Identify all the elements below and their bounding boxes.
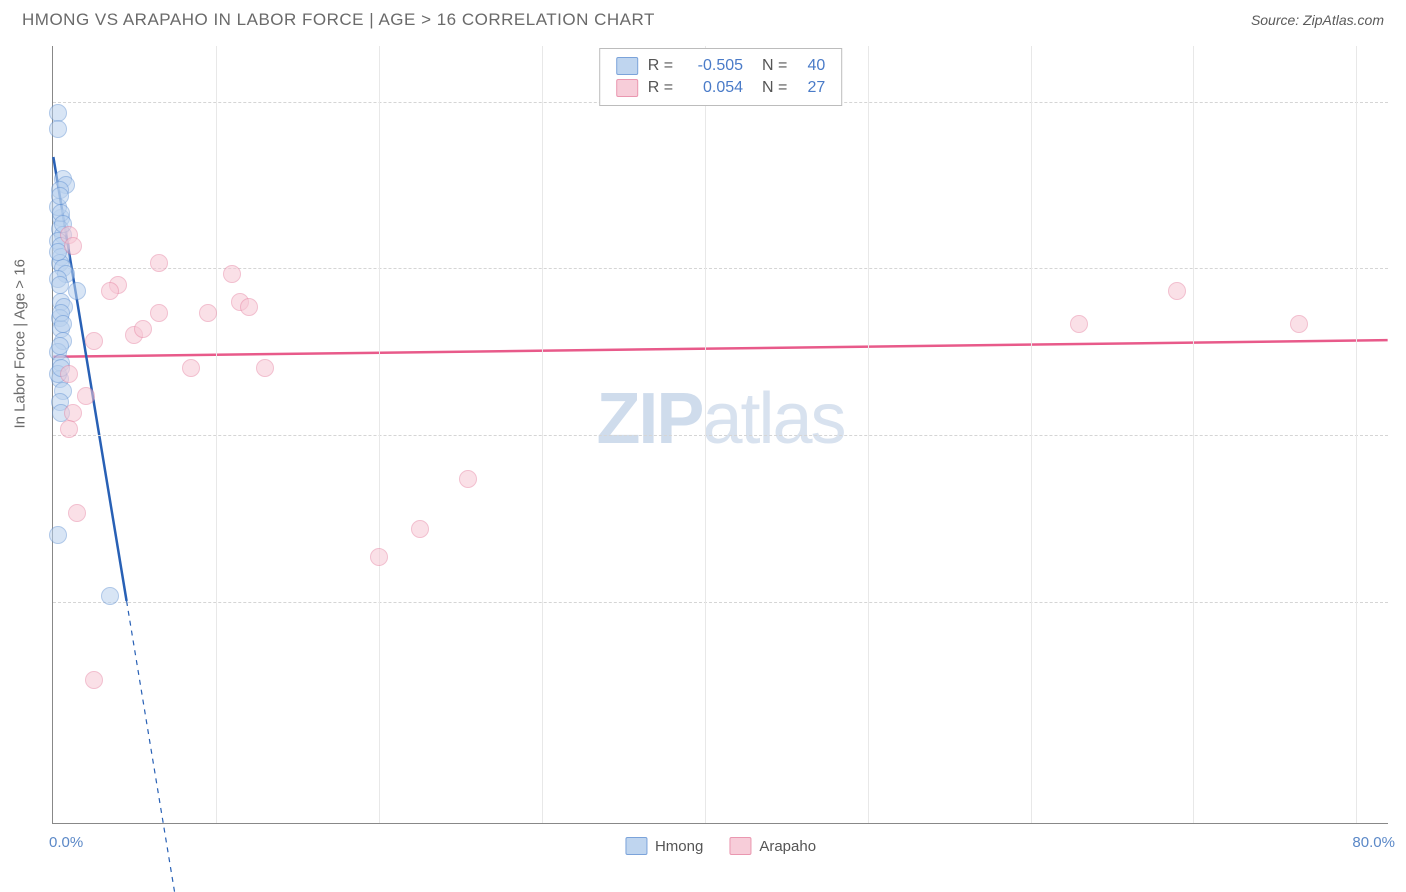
scatter-point-hmong — [49, 104, 67, 122]
swatch-hmong-icon — [625, 837, 647, 855]
gridline-v — [1031, 46, 1032, 823]
scatter-point-arapaho — [68, 504, 86, 522]
gridline-h — [53, 268, 1388, 269]
scatter-point-hmong — [68, 282, 86, 300]
swatch-hmong — [616, 57, 638, 75]
scatter-point-hmong — [51, 187, 69, 205]
x-tick-label: 0.0% — [49, 834, 83, 851]
hmong-n-value: 40 — [797, 57, 825, 75]
scatter-point-arapaho — [223, 265, 241, 283]
scatter-point-arapaho — [64, 237, 82, 255]
scatter-point-arapaho — [134, 320, 152, 338]
scatter-point-hmong — [49, 526, 67, 544]
swatch-arapaho-icon — [729, 837, 751, 855]
scatter-point-arapaho — [85, 671, 103, 689]
scatter-point-arapaho — [240, 298, 258, 316]
gridline-v — [379, 46, 380, 823]
arapaho-n-value: 27 — [797, 79, 825, 97]
gridline-v — [216, 46, 217, 823]
legend-item-hmong: Hmong — [625, 837, 703, 855]
legend-row-hmong: R =-0.505 N =40 — [616, 55, 826, 77]
watermark: ZIPatlas — [596, 378, 844, 460]
scatter-point-arapaho — [77, 387, 95, 405]
scatter-point-arapaho — [459, 470, 477, 488]
x-tick-label: 80.0% — [1352, 834, 1395, 851]
gridline-v — [542, 46, 543, 823]
chart-plot-area: ZIPatlas R =-0.505 N =40 R =0.054 N =27 … — [52, 46, 1388, 824]
scatter-point-arapaho — [1168, 282, 1186, 300]
scatter-point-arapaho — [199, 304, 217, 322]
gridline-v — [868, 46, 869, 823]
legend-item-arapaho: Arapaho — [729, 837, 816, 855]
scatter-point-hmong — [51, 276, 69, 294]
legend-row-arapaho: R =0.054 N =27 — [616, 77, 826, 99]
gridline-h — [53, 435, 1388, 436]
correlation-legend: R =-0.505 N =40 R =0.054 N =27 — [599, 48, 843, 106]
scatter-point-arapaho — [411, 520, 429, 538]
series-legend: Hmong Arapaho — [625, 837, 816, 855]
hmong-r-value: -0.505 — [683, 57, 743, 75]
scatter-point-arapaho — [256, 359, 274, 377]
scatter-point-arapaho — [101, 282, 119, 300]
scatter-point-hmong — [54, 315, 72, 333]
scatter-point-arapaho — [370, 548, 388, 566]
scatter-point-arapaho — [85, 332, 103, 350]
scatter-point-hmong — [101, 587, 119, 605]
scatter-point-arapaho — [60, 420, 78, 438]
scatter-point-arapaho — [150, 254, 168, 272]
scatter-point-hmong — [51, 337, 69, 355]
scatter-point-arapaho — [1290, 315, 1308, 333]
scatter-point-arapaho — [182, 359, 200, 377]
scatter-point-hmong — [49, 120, 67, 138]
swatch-arapaho — [616, 79, 638, 97]
scatter-point-arapaho — [60, 365, 78, 383]
legend-label-arapaho: Arapaho — [759, 838, 816, 855]
gridline-v — [1356, 46, 1357, 823]
scatter-point-arapaho — [150, 304, 168, 322]
legend-label-hmong: Hmong — [655, 838, 703, 855]
chart-title: HMONG VS ARAPAHO IN LABOR FORCE | AGE > … — [22, 10, 655, 30]
gridline-v — [705, 46, 706, 823]
gridline-h — [53, 602, 1388, 603]
arapaho-r-value: 0.054 — [683, 79, 743, 97]
gridline-v — [1193, 46, 1194, 823]
y-axis-title: In Labor Force | Age > 16 — [12, 259, 29, 428]
scatter-point-arapaho — [64, 404, 82, 422]
scatter-point-arapaho — [1070, 315, 1088, 333]
source-label: Source: ZipAtlas.com — [1251, 12, 1384, 28]
